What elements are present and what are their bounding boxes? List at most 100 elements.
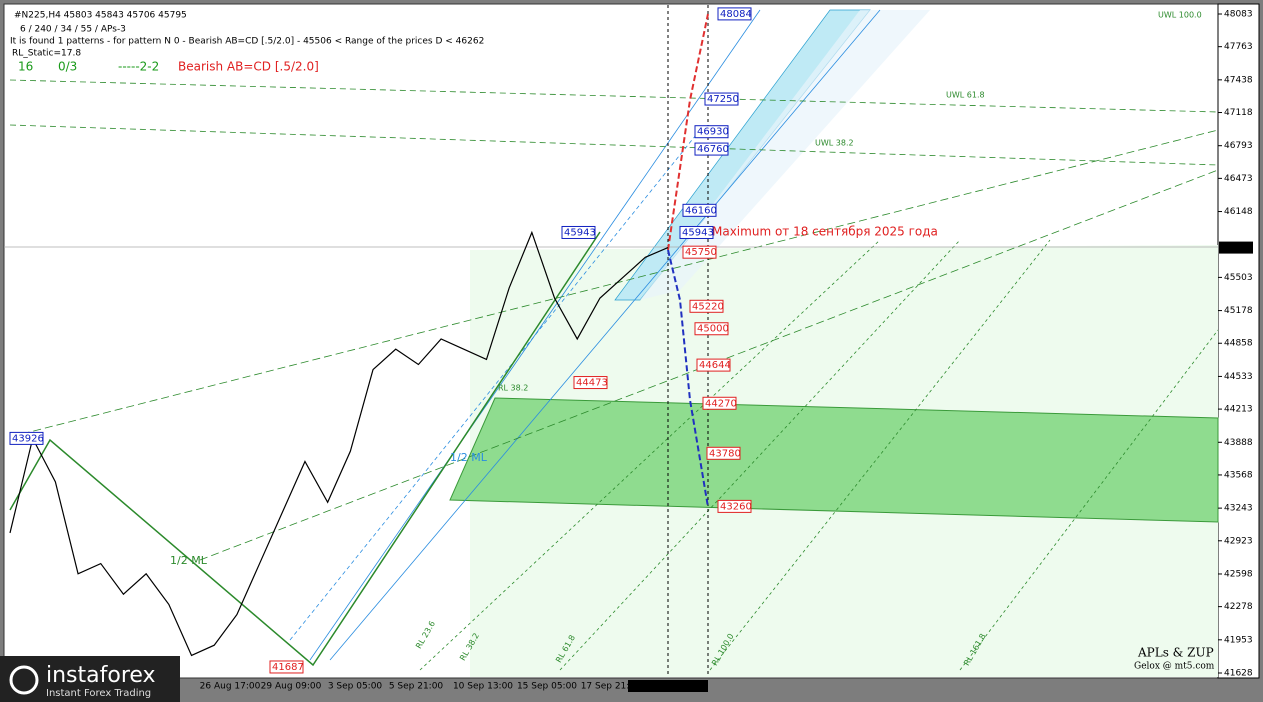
rl-line bbox=[959, 329, 1219, 671]
y-tick-label: 43888 bbox=[1224, 438, 1253, 448]
level-box bbox=[689, 299, 724, 313]
level-line bbox=[9, 129, 1219, 438]
y-tick-label: 45178 bbox=[1224, 306, 1253, 316]
level-label: 45000 bbox=[697, 324, 729, 335]
y-tick-label: 44213 bbox=[1224, 405, 1253, 415]
x-tick-label: 17 Sep 21: bbox=[581, 682, 630, 692]
fib-label: UWL 61.8 bbox=[946, 91, 985, 100]
level-box bbox=[717, 499, 752, 513]
fib-label: 1/2 ML bbox=[170, 554, 208, 567]
level-label: 44270 bbox=[705, 398, 737, 409]
level-label: 48084 bbox=[720, 9, 752, 20]
x-tick-label: 29 Aug 09:00 bbox=[261, 682, 322, 692]
annotation: Maximum от 18 сентября 2025 года bbox=[712, 225, 938, 239]
pitchfork-line bbox=[309, 9, 761, 661]
level-box bbox=[561, 225, 596, 239]
settings: 6 / 240 / 34 / 55 / APs-3 bbox=[20, 25, 126, 35]
level-box bbox=[717, 7, 752, 21]
level-box bbox=[682, 203, 717, 217]
y-tick-label: 45503 bbox=[1224, 273, 1253, 283]
pitchfork-line bbox=[329, 9, 881, 661]
y-tick-label: 46473 bbox=[1224, 174, 1253, 184]
level-box bbox=[9, 431, 44, 445]
current-price-box bbox=[1219, 241, 1253, 254]
current-time: 2025.09.23 12:29 bbox=[628, 682, 709, 692]
stat: 0/3 bbox=[58, 60, 77, 74]
level-box bbox=[704, 92, 739, 106]
level-label: 45220 bbox=[692, 301, 724, 312]
x-tick-label: 3 Sep 05:00 bbox=[328, 682, 383, 692]
x-tick-label: 15 Sep 05:00 bbox=[517, 682, 577, 692]
current-time-box bbox=[628, 680, 708, 692]
level-box bbox=[269, 660, 304, 674]
level-label: 43260 bbox=[720, 501, 752, 512]
y-tick-label: 47438 bbox=[1224, 75, 1253, 85]
level-box bbox=[694, 142, 729, 156]
level-box bbox=[679, 225, 714, 239]
y-tick-label: 42923 bbox=[1224, 536, 1253, 546]
projection bbox=[667, 13, 709, 251]
level-line bbox=[9, 124, 1219, 166]
y-tick-label: 48083 bbox=[1224, 10, 1253, 20]
level-label: 45943 bbox=[682, 227, 714, 238]
credit: APLs & ZUP bbox=[1137, 646, 1214, 660]
y-tick-label: 42278 bbox=[1224, 602, 1253, 612]
pattern-info: It is found 1 patterns - for pattern N 0… bbox=[10, 37, 484, 47]
y-tick-label: 41953 bbox=[1224, 635, 1253, 645]
rl-line bbox=[709, 239, 1051, 671]
current-price-label: 45795 bbox=[1222, 243, 1251, 253]
stat: 16 bbox=[18, 60, 33, 74]
level-box bbox=[706, 446, 741, 460]
y-tick-label: 44858 bbox=[1224, 339, 1253, 349]
rl-line bbox=[559, 239, 961, 671]
price-line bbox=[9, 230, 669, 657]
logo-tagline: Instant Forex Trading bbox=[46, 688, 151, 699]
zone bbox=[449, 397, 1219, 523]
level-line bbox=[9, 79, 1219, 113]
y-tick-label: 42598 bbox=[1224, 569, 1253, 579]
x-tick-label: 26 Aug 17:00 bbox=[200, 682, 261, 692]
y-tick-label: 43243 bbox=[1224, 504, 1253, 514]
level-box bbox=[696, 358, 731, 372]
level-label: 46930 bbox=[697, 127, 729, 138]
x-tick-label: 10 Sep 13:00 bbox=[453, 682, 513, 692]
projection bbox=[667, 249, 709, 508]
y-tick-label: 47763 bbox=[1224, 42, 1253, 52]
level-box bbox=[694, 322, 729, 336]
pattern-name: Bearish AB=CD [.5/2.0] bbox=[178, 60, 319, 74]
y-tick-label: 43568 bbox=[1224, 470, 1253, 480]
stat: -----2-2 bbox=[118, 60, 159, 74]
logo-icon bbox=[9, 665, 39, 695]
level-label: 46760 bbox=[697, 144, 729, 155]
y-tick-label: 46148 bbox=[1224, 207, 1253, 217]
y-tick-label: 44533 bbox=[1224, 372, 1253, 382]
level-label: 43926 bbox=[12, 433, 44, 444]
zigzag bbox=[9, 231, 601, 667]
fib-label: RL 38.2 bbox=[498, 384, 528, 393]
y-tick-label: 41628 bbox=[1224, 669, 1253, 679]
level-box bbox=[694, 125, 729, 139]
level-label: 45750 bbox=[685, 247, 717, 258]
fib-label: 1/2 ML bbox=[450, 451, 488, 464]
level-label: 41687 bbox=[272, 662, 304, 673]
y-tick-label: 46793 bbox=[1224, 141, 1253, 151]
fib-label: UWL 100.0 bbox=[1158, 11, 1202, 20]
fib-label: UWL 38.2 bbox=[815, 139, 854, 148]
y-tick-label: 47118 bbox=[1224, 108, 1253, 118]
level-label: 47250 bbox=[707, 94, 739, 105]
level-box bbox=[573, 376, 608, 390]
level-label: 43780 bbox=[709, 448, 741, 459]
level-box bbox=[702, 396, 737, 410]
level-box bbox=[682, 245, 717, 259]
rl-static: RL_Static=17.8 bbox=[12, 49, 81, 59]
logo-bg bbox=[0, 656, 180, 702]
level-label: 44473 bbox=[576, 378, 608, 389]
symbol-line: #N225,H4 45803 45843 45706 45795 bbox=[14, 11, 187, 21]
level-label: 45943 bbox=[564, 227, 596, 238]
x-tick-label: 5 Sep 21:00 bbox=[389, 682, 444, 692]
rl-line bbox=[419, 239, 881, 671]
logo: instaforex bbox=[46, 663, 156, 688]
level-label: 44644 bbox=[699, 360, 731, 371]
credit-site: Gelox @ mt5.com bbox=[1134, 662, 1215, 672]
